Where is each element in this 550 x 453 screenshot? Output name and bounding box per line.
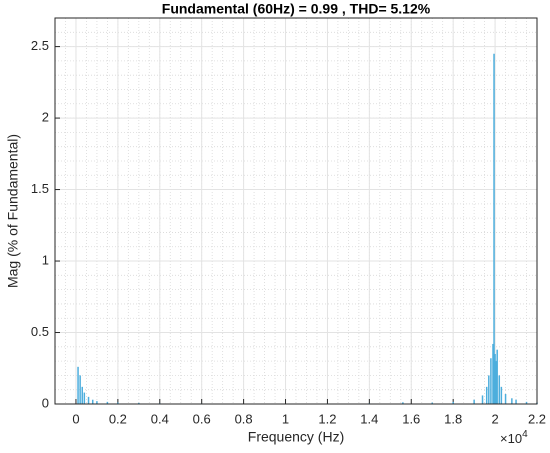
y-tick-label: 1 [42, 252, 49, 267]
x-exponent-power: 4 [522, 429, 528, 440]
y-tick-label: 0.5 [31, 324, 49, 339]
x-tick-label: 0.8 [235, 411, 253, 426]
y-tick-label: 2.5 [31, 38, 49, 53]
x-tick-label: 0.6 [193, 411, 211, 426]
x-tick-label: 0 [72, 411, 79, 426]
x-tick-label: 2.2 [528, 411, 546, 426]
y-tick-label: 1.5 [31, 181, 49, 196]
x-exponent: ×104 [500, 429, 528, 447]
x-tick-label: 1.8 [444, 411, 462, 426]
x-tick-label: 1.6 [402, 411, 420, 426]
x-tick-label: 1 [282, 411, 289, 426]
x-tick-label: 0.2 [109, 411, 127, 426]
x-tick-label: 1.2 [318, 411, 336, 426]
y-tick-label: 2 [42, 110, 49, 125]
y-axis-label: Mag (% of Fundamental) [5, 134, 21, 288]
chart-title: Fundamental (60Hz) = 0.99 , THD= 5.12% [162, 1, 431, 17]
y-tick-label: 0 [42, 395, 49, 410]
x-tick-label: 2 [491, 411, 498, 426]
x-tick-label: 0.4 [151, 411, 169, 426]
x-tick-label: 1.4 [360, 411, 378, 426]
x-axis-label: Frequency (Hz) [248, 429, 344, 445]
axes-box [54, 17, 538, 405]
x-exponent-base: ×10 [500, 431, 522, 446]
